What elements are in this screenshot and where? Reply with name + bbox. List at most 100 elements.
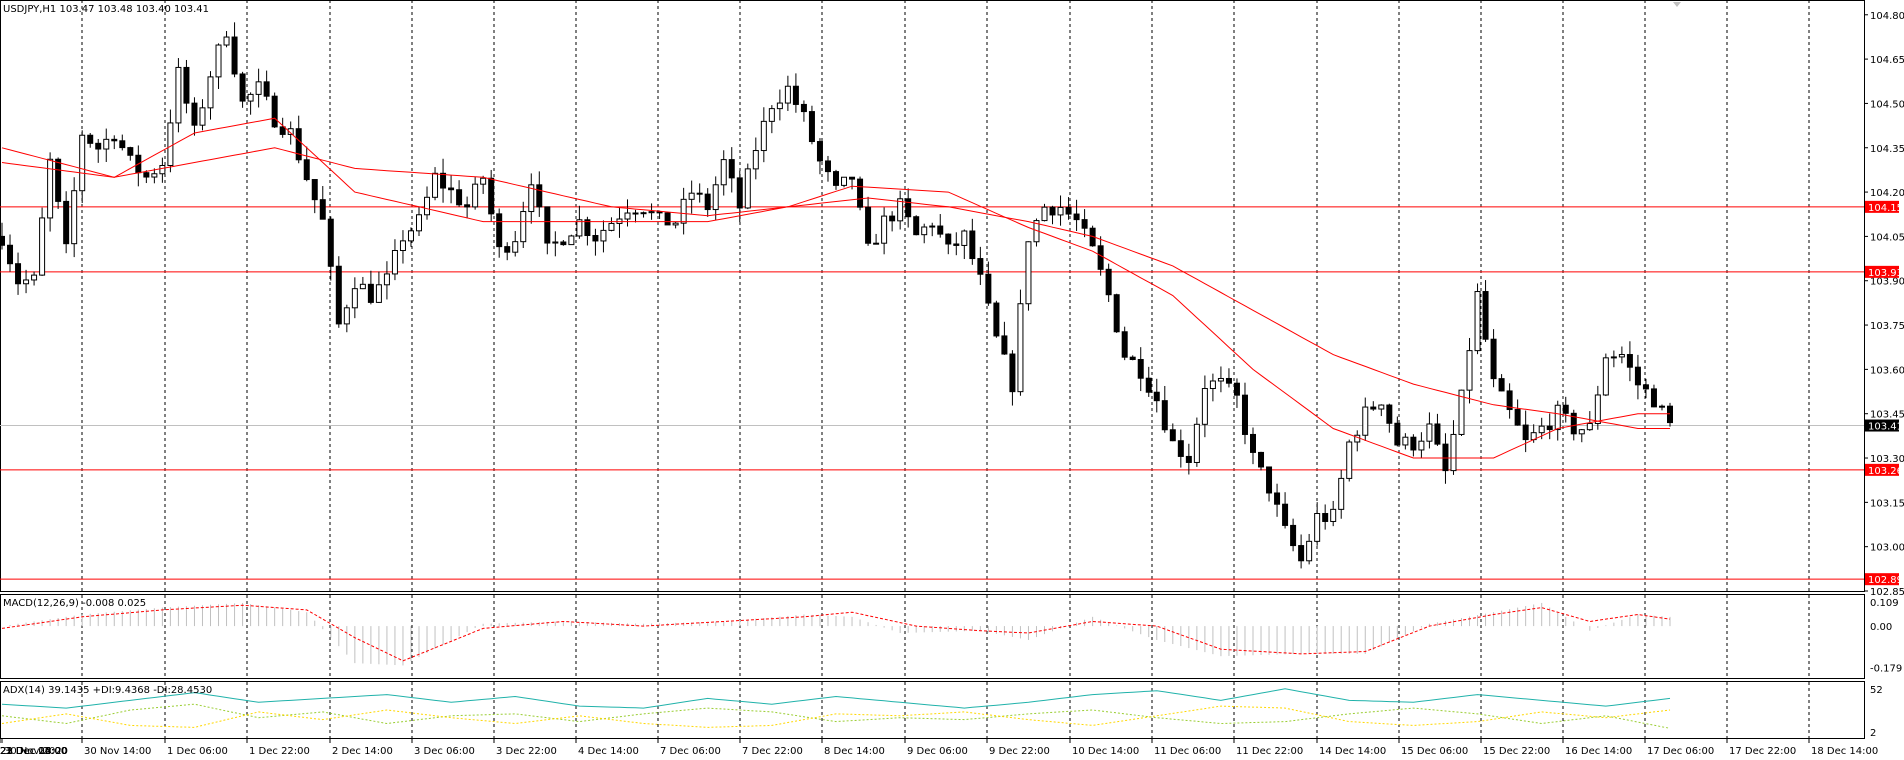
adx-panel[interactable] — [0, 681, 1865, 739]
time-tick-label: 21 Dec 22:00 — [0, 746, 67, 757]
candle-body — [1626, 354, 1633, 368]
candle-body — [961, 230, 968, 246]
candle-body — [784, 85, 791, 104]
candle-body — [407, 230, 414, 242]
candle-body — [1610, 356, 1617, 359]
time-tick-label: 7 Dec 06:00 — [660, 746, 721, 757]
candle-body — [1161, 400, 1168, 431]
price-tag-box — [1865, 463, 1899, 476]
candle-body — [913, 216, 920, 236]
candle-body — [1386, 404, 1393, 424]
candle-body — [1145, 377, 1152, 393]
candle-body — [1362, 406, 1369, 436]
candle-body — [1193, 423, 1200, 463]
candle-body — [552, 241, 559, 244]
candle-body — [1258, 451, 1265, 468]
candle-body — [279, 126, 286, 135]
candle-body — [1073, 213, 1080, 221]
time-tick-label: 15 Dec 06:00 — [1401, 746, 1468, 757]
candle-body — [905, 198, 912, 218]
candle-body — [1137, 359, 1144, 379]
candle-body — [1458, 389, 1465, 435]
time-tick-label: 23 Dec 06:00 — [0, 746, 67, 757]
candle-body — [953, 243, 960, 246]
candle-body — [833, 171, 839, 186]
price-tick-label: 104.05 — [1870, 232, 1904, 243]
candle-body — [119, 140, 126, 149]
candle-body — [1225, 377, 1232, 384]
price-tick-label: 103.00 — [1870, 543, 1904, 554]
candle-body — [824, 160, 831, 173]
price-tick-label: 104.65 — [1870, 55, 1904, 66]
candle-body — [1514, 409, 1521, 426]
candle-body — [768, 108, 775, 122]
candle-body — [977, 258, 984, 275]
candle-body — [335, 265, 342, 325]
candle-body — [736, 177, 743, 209]
candle-body — [1338, 477, 1345, 510]
price-tag-label: 103.41 — [1868, 422, 1903, 433]
candle-body — [103, 138, 110, 150]
price-axis[interactable]: 104.80 104.65 104.50 104.35 104.20 104.05 103.… — [1864, 11, 1904, 598]
macd-tick-label: 0.00 — [1870, 622, 1892, 633]
candle-body — [849, 176, 856, 180]
candle-body — [480, 177, 487, 185]
macd-info-label: MACD(12,26,9) -0.008 0.025 — [3, 598, 146, 609]
time-tick-label: 1 Dec 06:00 — [167, 746, 228, 757]
time-tick-label: 15 Dec 22:00 — [1483, 746, 1550, 757]
main-price-panel[interactable] — [0, 0, 1865, 592]
price-tags: 104.15 103.93 103.41 103.26 102.89 — [1865, 200, 1903, 586]
candle-body — [897, 198, 904, 222]
candle-body — [424, 196, 431, 216]
candle-body — [1474, 291, 1481, 352]
candle-body — [1177, 440, 1184, 457]
candle-body — [1402, 436, 1409, 446]
candle-body — [1594, 394, 1601, 424]
candle-body — [391, 250, 398, 275]
candle-body — [600, 229, 607, 242]
candle-body — [1554, 404, 1561, 431]
candle-body — [343, 307, 350, 325]
time-tick-label: 3 Dec 06:00 — [414, 746, 475, 757]
chart-shift-marker-icon[interactable] — [1673, 2, 1681, 7]
candle-body — [752, 150, 759, 170]
candle-body — [183, 66, 190, 104]
candle-body — [1169, 429, 1176, 442]
candle-body — [568, 235, 575, 246]
adx-info-label: ADX(14) 39.1435 +DI:9.4368 -DI:28.4530 — [3, 685, 212, 696]
candle-body — [1570, 412, 1577, 435]
candle-body — [945, 233, 952, 245]
time-axis[interactable]: 30 Nov 2020 30 Nov 14:00 1 Dec 06:00 1 Dec … — [0, 739, 1878, 757]
price-tick-label: 104.80 — [1870, 11, 1904, 22]
macd-panel[interactable] — [0, 594, 1865, 679]
candle-body — [760, 120, 767, 152]
candle-body — [544, 206, 551, 244]
candle-body — [287, 128, 294, 135]
candle-body — [191, 102, 198, 126]
candle-body — [1602, 357, 1609, 396]
horizontal-levels[interactable] — [0, 206, 1864, 580]
macd-tick-label: 0.109 — [1870, 598, 1899, 609]
candle-body — [672, 222, 679, 226]
candle-body — [921, 226, 928, 236]
time-tick-label: 1 Dec 22:00 — [249, 746, 310, 757]
macd-axis: 0.109 0.00 -0.179 — [1870, 598, 1902, 675]
candle-body — [1586, 422, 1593, 431]
candle-body — [929, 225, 936, 228]
candle-body — [504, 246, 511, 253]
candle-body — [15, 263, 22, 285]
candle-body — [985, 273, 992, 304]
price-tag-label: 104.15 — [1868, 203, 1903, 214]
candle-body — [375, 284, 382, 303]
candle-body — [496, 213, 503, 248]
candle-body — [1009, 353, 1016, 393]
adx-minus-di-line — [1, 705, 1671, 728]
candle-body — [632, 212, 639, 215]
price-tag-box — [1865, 419, 1899, 432]
candle-body — [1250, 433, 1256, 453]
candle-body — [143, 172, 150, 178]
adx-tick-label: 2 — [1870, 728, 1876, 739]
candle-body — [792, 85, 799, 105]
